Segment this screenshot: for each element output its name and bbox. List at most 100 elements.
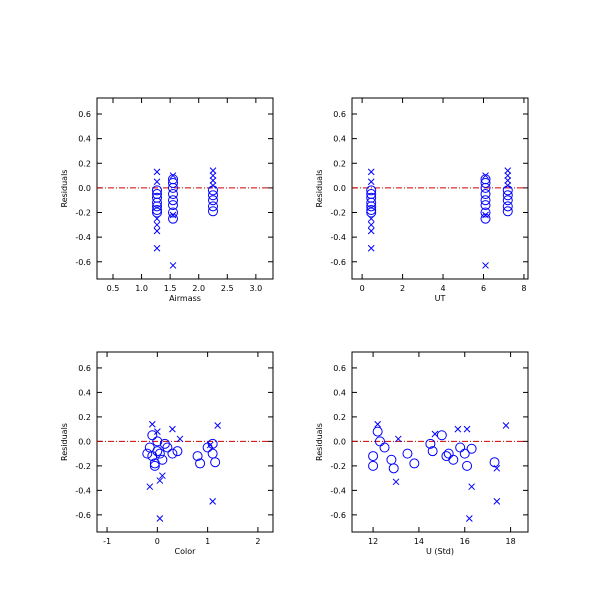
y-tick-label: 0.0 — [78, 437, 91, 446]
point-cross — [209, 167, 217, 174]
point-cross — [493, 464, 501, 472]
point-cross — [209, 182, 217, 189]
point-circle — [502, 195, 513, 206]
point-circle — [480, 195, 491, 206]
y-tick-label: 0.4 — [333, 388, 346, 397]
point-circle — [502, 206, 513, 217]
x-tick-label: 18 — [505, 537, 515, 546]
x-tick-label: 12 — [368, 537, 378, 546]
y-tick-label: 0.2 — [78, 413, 91, 422]
point-cross — [153, 227, 161, 235]
y-axis-label: Residuals — [315, 423, 324, 461]
point-circle — [480, 189, 491, 200]
point-circle — [154, 448, 165, 459]
y-tick-label: 0.2 — [333, 413, 346, 422]
point-circle — [152, 207, 162, 218]
x-axis-label: UT — [435, 294, 446, 303]
y-tick-label: 0.0 — [333, 437, 346, 446]
point-circle — [366, 207, 377, 218]
point-cross — [504, 167, 512, 174]
point-circle — [366, 201, 377, 212]
point-circle — [168, 177, 178, 188]
point-cross — [169, 425, 176, 433]
point-circle — [149, 460, 160, 471]
point-cross — [482, 172, 489, 179]
y-tick-label: 0.2 — [333, 159, 346, 168]
point-circle — [159, 438, 170, 449]
y-tick-label: 0.2 — [78, 159, 91, 168]
y-tick-label: -0.2 — [330, 209, 346, 218]
point-circle — [448, 454, 459, 465]
y-tick-label: 0.0 — [78, 184, 91, 193]
point-circle — [207, 438, 218, 449]
y-axis-label: Residuals — [60, 423, 69, 461]
point-circle — [409, 458, 420, 469]
point-cross — [468, 483, 475, 491]
point-circle — [441, 451, 452, 462]
point-cross — [502, 422, 510, 429]
plot-frame — [351, 97, 529, 280]
point-circle — [502, 190, 513, 201]
y-tick-label: 0.0 — [333, 184, 346, 193]
x-tick-label: 1.5 — [164, 284, 177, 293]
x-tick-label: 2 — [400, 284, 405, 293]
point-circle — [157, 454, 168, 465]
x-tick-label: 14 — [414, 537, 424, 546]
point-cross — [209, 172, 217, 179]
point-circle — [195, 458, 206, 469]
point-cross — [367, 178, 375, 186]
point-cross — [156, 515, 164, 522]
point-cross — [463, 425, 471, 433]
point-cross — [206, 441, 214, 449]
y-tick-label: -0.6 — [330, 511, 346, 520]
x-tick-label: 3.0 — [249, 284, 262, 293]
point-cross — [465, 515, 473, 522]
point-circle — [208, 190, 218, 201]
point-cross — [482, 262, 489, 269]
point-cross — [504, 182, 512, 189]
point-circle — [168, 182, 178, 193]
point-circle — [368, 460, 379, 471]
point-circle — [152, 205, 162, 216]
point-cross — [482, 211, 489, 219]
point-circle — [152, 201, 162, 212]
x-tick-label: 4 — [440, 284, 445, 293]
y-tick-label: -0.2 — [75, 462, 91, 471]
point-cross — [394, 435, 402, 443]
point-circle — [152, 436, 163, 447]
y-tick-label: 0.4 — [333, 135, 346, 144]
plot-frame — [96, 97, 274, 280]
point-circle — [366, 205, 377, 216]
y-tick-label: -0.2 — [330, 462, 346, 471]
x-tick-label: 2.5 — [221, 284, 234, 293]
point-cross — [169, 172, 177, 179]
y-tick-label: -0.4 — [75, 233, 91, 242]
point-cross — [367, 221, 375, 229]
y-tick-label: -0.2 — [75, 209, 91, 218]
point-cross — [367, 215, 375, 223]
x-tick-label: -1 — [103, 537, 111, 546]
point-circle — [366, 185, 377, 196]
point-circle — [168, 213, 178, 224]
point-circle — [208, 206, 218, 217]
point-circle — [372, 426, 383, 437]
point-circle — [208, 201, 218, 212]
point-circle — [366, 197, 377, 208]
y-tick-label: 0.6 — [78, 364, 91, 373]
point-cross — [214, 422, 222, 429]
point-cross — [504, 177, 512, 184]
point-circle — [425, 438, 436, 449]
point-circle — [172, 446, 183, 457]
point-cross — [169, 262, 177, 269]
point-circle — [480, 182, 491, 193]
point-circle — [168, 207, 178, 218]
point-circle — [368, 451, 379, 462]
point-cross — [176, 435, 184, 443]
y-tick-label: -0.6 — [75, 511, 91, 520]
point-circle — [443, 448, 454, 459]
x-tick-label: 2.0 — [192, 284, 205, 293]
point-circle — [168, 200, 178, 211]
y-tick-label: 0.4 — [78, 388, 91, 397]
